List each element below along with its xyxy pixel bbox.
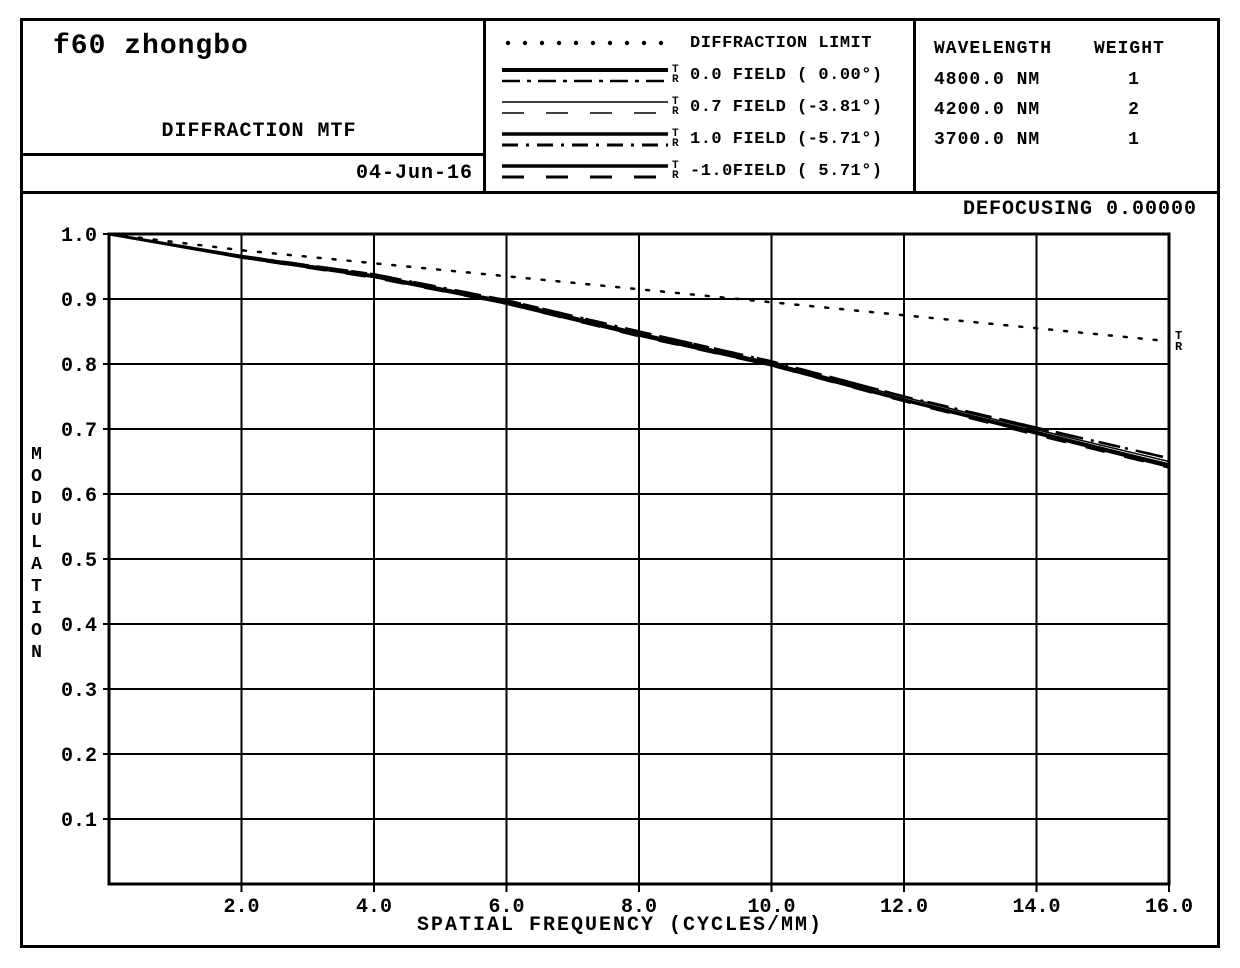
legend-row: TR1.0 FIELD (-5.71°) [500, 123, 903, 155]
wavelength-row: 4800.0 NM1 [934, 65, 1207, 95]
legend-row: DIFFRACTION LIMIT [500, 27, 903, 59]
svg-text:0.3: 0.3 [61, 680, 97, 703]
plot-date: 04-Jun-16 [23, 153, 483, 191]
legend-label: 0.0 FIELD ( 0.00°) [690, 66, 883, 85]
svg-text:0.9: 0.9 [61, 290, 97, 313]
legend-swatch [500, 61, 670, 89]
legend-tr-marker: TR [672, 97, 686, 117]
wavelength-value: 4800.0 NM [934, 65, 1114, 95]
legend-row: TR0.7 FIELD (-3.81°) [500, 91, 903, 123]
end-tr-marker: TR [1175, 331, 1182, 353]
svg-text:0.2: 0.2 [61, 745, 97, 768]
svg-text:0.4: 0.4 [61, 615, 97, 638]
wavelength-header: WAVELENGTH [934, 39, 1094, 59]
mtf-chart: 2.04.06.08.010.012.014.016.00.10.20.30.4… [49, 224, 1209, 944]
legend-swatch [500, 93, 670, 121]
wavelength-row: 4200.0 NM2 [934, 95, 1207, 125]
wavelength-value: 4200.0 NM [934, 95, 1114, 125]
legend-swatch [500, 125, 670, 153]
plot-subtitle: DIFFRACTION MTF [53, 120, 465, 149]
mtf-plot-frame: f60 zhongbo DIFFRACTION MTF 04-Jun-16 DI… [20, 18, 1220, 948]
x-axis-label: SPATIAL FREQUENCY (CYCLES/MM) [23, 914, 1217, 937]
legend-tr-marker: TR [672, 65, 686, 85]
svg-text:1.0: 1.0 [61, 225, 97, 248]
legend-row: TR-1.0FIELD ( 5.71°) [500, 155, 903, 187]
svg-text:0.5: 0.5 [61, 550, 97, 573]
legend-label: DIFFRACTION LIMIT [690, 34, 872, 53]
weight-header: WEIGHT [1094, 39, 1165, 59]
header: f60 zhongbo DIFFRACTION MTF 04-Jun-16 DI… [23, 21, 1217, 194]
wavelength-row: 3700.0 NM1 [934, 125, 1207, 155]
wavelength-box: WAVELENGTH WEIGHT 4800.0 NM14200.0 NM237… [916, 21, 1217, 191]
legend-tr-marker: TR [672, 161, 686, 181]
svg-text:0.1: 0.1 [61, 810, 97, 833]
legend-box: DIFFRACTION LIMIT TR0.0 FIELD ( 0.00°) T… [486, 21, 916, 191]
y-axis-label: MODULATION [29, 444, 45, 664]
wavelength-weight: 2 [1114, 95, 1154, 125]
legend-label: 1.0 FIELD (-5.71°) [690, 130, 883, 149]
legend-row: TR0.0 FIELD ( 0.00°) [500, 59, 903, 91]
plot-title: f60 zhongbo [53, 31, 465, 62]
wavelength-weight: 1 [1114, 65, 1154, 95]
legend-swatch [500, 29, 670, 57]
svg-text:0.7: 0.7 [61, 420, 97, 443]
legend-swatch [500, 157, 670, 185]
legend-label: 0.7 FIELD (-3.81°) [690, 98, 883, 117]
defocusing-label: DEFOCUSING 0.00000 [963, 198, 1197, 221]
plot-area: DEFOCUSING 0.00000 MODULATION 2.04.06.08… [23, 194, 1217, 945]
header-left: f60 zhongbo DIFFRACTION MTF 04-Jun-16 [23, 21, 486, 191]
wavelength-weight: 1 [1114, 125, 1154, 155]
legend-tr-marker: TR [672, 129, 686, 149]
svg-text:0.6: 0.6 [61, 485, 97, 508]
svg-text:0.8: 0.8 [61, 355, 97, 378]
wavelength-value: 3700.0 NM [934, 125, 1114, 155]
legend-label: -1.0FIELD ( 5.71°) [690, 162, 883, 181]
legend-tr-marker [672, 38, 686, 48]
